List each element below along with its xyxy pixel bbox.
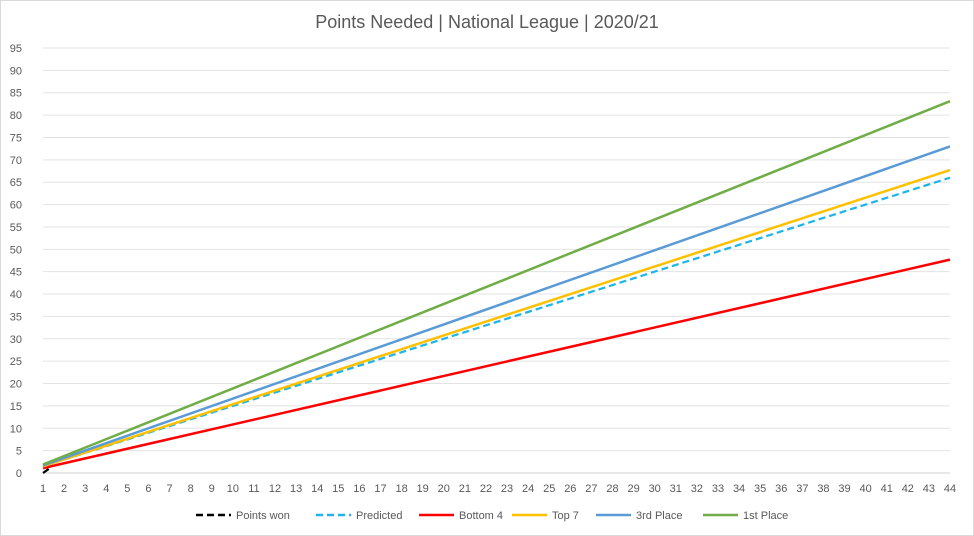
x-tick-label-20: 20: [438, 483, 450, 495]
legend-label-points-won: Points won: [236, 510, 290, 522]
x-tick-label-10: 10: [227, 483, 239, 495]
x-tick-label-36: 36: [775, 483, 787, 495]
chart-title: Points Needed | National League | 2020/2…: [315, 12, 659, 32]
y-tick-label-20: 20: [10, 379, 22, 391]
y-tick-label-95: 95: [10, 43, 22, 55]
x-tick-label-24: 24: [522, 483, 534, 495]
y-tick-label-35: 35: [10, 311, 22, 323]
x-tick-label-19: 19: [417, 483, 429, 495]
x-tick-label-23: 23: [501, 483, 513, 495]
y-tick-label-85: 85: [10, 88, 22, 100]
x-tick-label-38: 38: [817, 483, 829, 495]
x-tick-label-2: 2: [61, 483, 67, 495]
x-tick-label-29: 29: [627, 483, 639, 495]
y-tick-label-40: 40: [10, 289, 22, 301]
x-tick-label-25: 25: [543, 483, 555, 495]
series-line-bottom-4: [42, 258, 951, 470]
y-tick-label-60: 60: [10, 200, 22, 212]
series-line-top-7: [42, 168, 951, 468]
x-tick-label-3: 3: [82, 483, 88, 495]
x-tick-label-17: 17: [374, 483, 386, 495]
y-tick-label-10: 10: [10, 423, 22, 435]
legend: Points won Predicted Bottom 4 Top 7 3rd Plac…: [196, 510, 788, 522]
y-tick-label-90: 90: [10, 65, 22, 77]
x-tick-label-35: 35: [754, 483, 766, 495]
y-tick-label-25: 25: [10, 356, 22, 368]
y-tick-label-80: 80: [10, 110, 22, 122]
x-tick-label-41: 41: [881, 483, 893, 495]
x-tick-label-9: 9: [209, 483, 215, 495]
x-tick-label-12: 12: [269, 483, 281, 495]
x-tick-label-39: 39: [838, 483, 850, 495]
x-tick-label-27: 27: [585, 483, 597, 495]
y-tick-label-75: 75: [10, 132, 22, 144]
x-tick-label-33: 33: [712, 483, 724, 495]
x-tick-label-5: 5: [124, 483, 130, 495]
x-tick-label-42: 42: [902, 483, 914, 495]
x-tick-label-32: 32: [691, 483, 703, 495]
y-tick-label-15: 15: [10, 401, 22, 413]
x-tick-label-6: 6: [145, 483, 151, 495]
gridlines: [43, 47, 950, 474]
x-tick-label-31: 31: [670, 483, 682, 495]
legend-label-predicted: Predicted: [356, 510, 402, 522]
y-tick-label-45: 45: [10, 267, 22, 279]
series-line-3rd-place: [42, 145, 951, 467]
x-tick-label-16: 16: [353, 483, 365, 495]
x-tick-label-13: 13: [290, 483, 302, 495]
x-tick-label-34: 34: [733, 483, 745, 495]
y-tick-label-65: 65: [10, 177, 22, 189]
x-tick-label-28: 28: [606, 483, 618, 495]
x-tick-label-4: 4: [103, 483, 109, 495]
y-tick-label-55: 55: [10, 222, 22, 234]
x-tick-label-37: 37: [796, 483, 808, 495]
x-tick-label-8: 8: [188, 483, 194, 495]
y-tick-label-0: 0: [16, 468, 22, 480]
x-tick-label-1: 1: [40, 483, 46, 495]
x-tick-label-26: 26: [564, 483, 576, 495]
x-tick-label-14: 14: [311, 483, 323, 495]
series-line-1st-place: [42, 100, 951, 466]
x-tick-label-44: 44: [944, 483, 956, 495]
y-tick-label-30: 30: [10, 334, 22, 346]
legend-label-1st-place: 1st Place: [743, 510, 788, 522]
series-line-points-won: [42, 467, 50, 474]
x-tick-label-22: 22: [480, 483, 492, 495]
x-tick-label-30: 30: [649, 483, 661, 495]
y-tick-label-5: 5: [16, 446, 22, 458]
x-tick-label-11: 11: [248, 483, 259, 495]
y-tick-label-50: 50: [10, 244, 22, 256]
x-tick-label-15: 15: [332, 483, 344, 495]
x-axis-ticks: 1 2 3 4 5 6 7 8 9 10 11 12 13 14 15 16 17 18 19 20 21 22 23 24 2…: [40, 483, 956, 495]
legend-label-3rd-place: 3rd Place: [636, 510, 682, 522]
x-tick-label-43: 43: [923, 483, 935, 495]
y-axis-ticks: 0 5 10 15 20 25 30 35 40 45 50 55 60 65 70 75 80 85 90 95: [10, 43, 22, 480]
y-tick-label-70: 70: [10, 155, 22, 167]
x-tick-label-7: 7: [166, 483, 172, 495]
series-lines: [42, 100, 951, 474]
x-tick-label-21: 21: [459, 483, 471, 495]
x-tick-label-18: 18: [395, 483, 407, 495]
x-tick-label-40: 40: [860, 483, 872, 495]
legend-label-bottom-4: Bottom 4: [459, 510, 503, 522]
legend-label-top-7: Top 7: [552, 510, 579, 522]
